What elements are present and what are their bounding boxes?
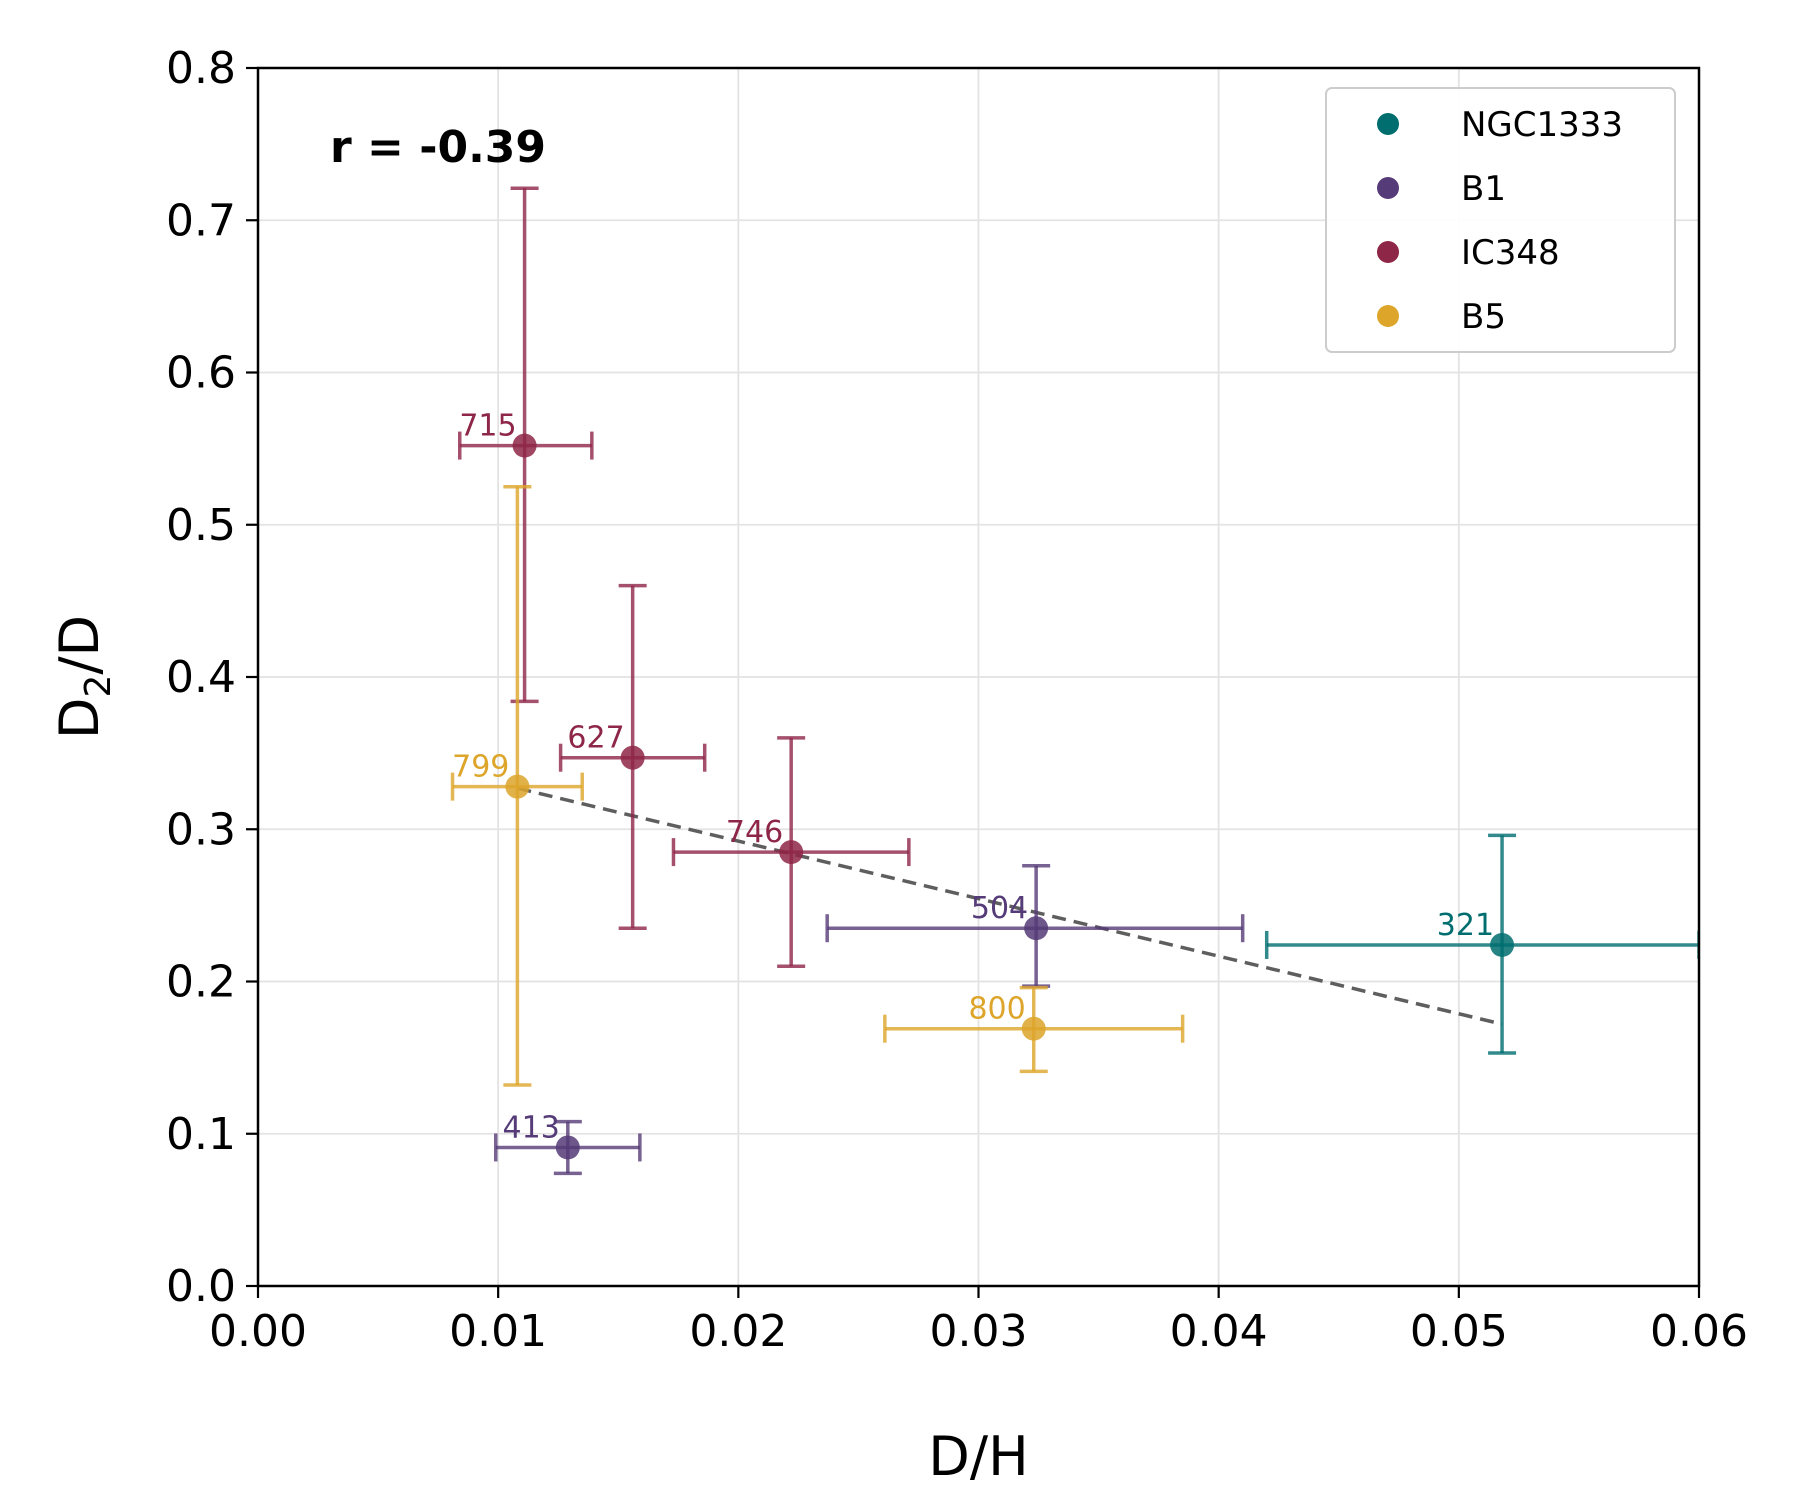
legend-marker	[1377, 305, 1399, 327]
y-axis-title-tail: /D	[48, 615, 111, 675]
data-point-marker	[1490, 932, 1515, 957]
x-tick-label: 0.00	[209, 1306, 307, 1357]
legend-label: B5	[1461, 297, 1506, 337]
data-point-label: 746	[726, 815, 783, 850]
y-tick-label: 0.1	[166, 1109, 236, 1160]
data-point-group: 627	[558, 583, 707, 930]
legend-marker	[1377, 177, 1399, 199]
data-point-group: 800	[883, 985, 1185, 1074]
data-point-label: 321	[1437, 908, 1494, 943]
data-point-label: 799	[452, 750, 509, 785]
y-tick-label: 0.3	[166, 804, 236, 855]
data-point-group: 715	[457, 186, 594, 704]
data-point-group: 746	[671, 736, 911, 969]
legend-marker	[1377, 241, 1399, 263]
y-tick-label: 0.7	[166, 195, 236, 246]
data-point-group: 799	[450, 484, 584, 1087]
legend-label: IC348	[1461, 233, 1560, 273]
data-point-marker	[555, 1135, 580, 1160]
data-point-label: 504	[971, 891, 1028, 926]
y-tick-label: 0.6	[166, 348, 236, 399]
data-point-marker	[512, 433, 537, 458]
ticks-layer: 0.00 0.01 0.02 0.03 0.04 0.05 0.06 0.0 0.1 0.2 0.3…	[166, 43, 1748, 1357]
data-point-group: 321	[1264, 833, 1699, 1055]
legend-label: B1	[1461, 169, 1506, 209]
x-tick-label: 0.03	[930, 1306, 1028, 1357]
data-point-label: 413	[503, 1110, 560, 1145]
data-point-group: 413	[494, 1110, 642, 1176]
data-point-marker	[1024, 916, 1049, 941]
x-tick-label: 0.06	[1650, 1306, 1748, 1357]
data-point-marker	[779, 840, 804, 865]
x-tick-label: 0.04	[1170, 1306, 1268, 1357]
y-tick-label: 0.2	[166, 957, 236, 1008]
legend-marker	[1377, 113, 1399, 135]
data-point-group: 504	[825, 864, 1245, 988]
legend: NGC1333 B1 IC348 B5	[1325, 87, 1676, 353]
trend-line	[516, 786, 1503, 1026]
legend-box	[1325, 87, 1676, 353]
y-tick-label: 0.0	[166, 1261, 236, 1312]
x-tick-label: 0.02	[689, 1306, 787, 1357]
points-layer: 321 504 413 715 627 746 799 800	[450, 186, 1699, 1176]
x-axis-title: D/H	[928, 1425, 1028, 1488]
data-point-marker	[1021, 1016, 1046, 1041]
data-point-label: 627	[567, 721, 624, 756]
data-point-marker	[505, 774, 530, 799]
data-point-label: 715	[459, 409, 516, 444]
y-tick-label: 0.8	[166, 43, 236, 94]
legend-label: NGC1333	[1461, 105, 1623, 145]
y-axis-title-subscript: 2	[78, 675, 119, 698]
y-tick-label: 0.4	[166, 652, 236, 703]
y-axis-title: D2/D	[48, 615, 119, 739]
svg-text:D2/D: D2/D	[48, 615, 119, 739]
correlation-annotation: r = -0.39	[330, 122, 546, 173]
x-tick-label: 0.01	[449, 1306, 547, 1357]
y-axis-title-main: D	[48, 698, 111, 740]
x-tick-label: 0.05	[1410, 1306, 1508, 1357]
trend-layer	[516, 786, 1503, 1026]
data-point-label: 800	[968, 992, 1025, 1027]
data-point-marker	[620, 745, 645, 770]
y-tick-label: 0.5	[166, 500, 236, 551]
